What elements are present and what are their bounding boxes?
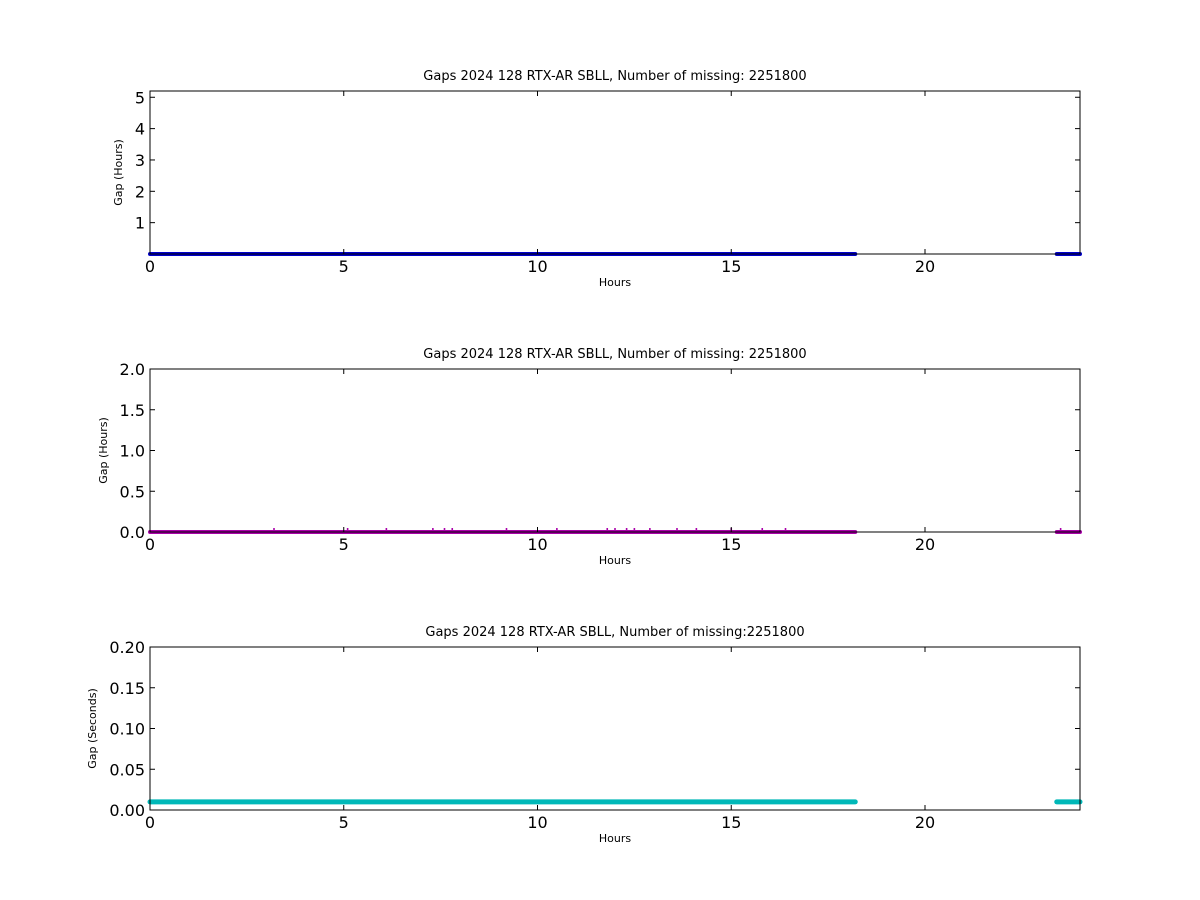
x-axis-label: Hours <box>599 554 631 567</box>
y-tick-label: 0.05 <box>109 760 145 779</box>
plot-frame <box>149 368 1081 533</box>
y-axis-label: Gap (Hours) <box>97 417 110 484</box>
y-tick-label: 2.0 <box>120 360 145 379</box>
x-tick-label: 20 <box>915 813 935 832</box>
y-tick-label: 0.20 <box>109 638 145 657</box>
chart-panel-1: Gaps 2024 128 RTX-AR SBLL, Number of mis… <box>112 69 1082 289</box>
chart-title: Gaps 2024 128 RTX-AR SBLL, Number of mis… <box>423 347 806 362</box>
y-axis-label: Gap (Seconds) <box>86 688 99 769</box>
y-tick-label: 1 <box>135 214 145 233</box>
y-tick-label: 1.5 <box>120 401 145 420</box>
x-tick-label: 10 <box>527 257 547 276</box>
chart-title: Gaps 2024 128 RTX-AR SBLL, Number of mis… <box>425 625 804 640</box>
chart-title: Gaps 2024 128 RTX-AR SBLL, Number of mis… <box>423 69 806 84</box>
x-tick-label: 10 <box>527 535 547 554</box>
y-tick-label: 5 <box>135 88 145 107</box>
chart-panel-2: Gaps 2024 128 RTX-AR SBLL, Number of mis… <box>97 347 1082 567</box>
y-tick-label: 0.00 <box>109 801 145 820</box>
x-tick-label: 0 <box>145 813 155 832</box>
y-tick-label: 0.15 <box>109 679 145 698</box>
x-tick-label: 15 <box>721 813 741 832</box>
y-tick-label: 1.0 <box>120 442 145 461</box>
x-tick-label: 20 <box>915 535 935 554</box>
x-tick-label: 5 <box>339 813 349 832</box>
x-tick-label: 15 <box>721 535 741 554</box>
x-tick-label: 5 <box>339 257 349 276</box>
y-tick-label: 0.0 <box>120 523 145 542</box>
y-tick-label: 3 <box>135 151 145 170</box>
y-tick-label: 4 <box>135 120 145 139</box>
y-tick-label: 0.10 <box>109 720 145 739</box>
plot-frame <box>149 646 1081 811</box>
x-tick-label: 20 <box>915 257 935 276</box>
x-tick-label: 5 <box>339 535 349 554</box>
y-tick-label: 0.5 <box>120 482 145 501</box>
x-tick-label: 10 <box>527 813 547 832</box>
x-axis-label: Hours <box>599 276 631 289</box>
y-axis-label: Gap (Hours) <box>112 139 125 206</box>
y-tick-label: 2 <box>135 182 145 201</box>
x-tick-label: 15 <box>721 257 741 276</box>
chart-panel-3: Gaps 2024 128 RTX-AR SBLL, Number of mis… <box>86 625 1083 845</box>
x-tick-label: 0 <box>145 535 155 554</box>
x-tick-label: 0 <box>145 257 155 276</box>
x-axis-label: Hours <box>599 832 631 845</box>
plot-frame <box>149 90 1081 255</box>
